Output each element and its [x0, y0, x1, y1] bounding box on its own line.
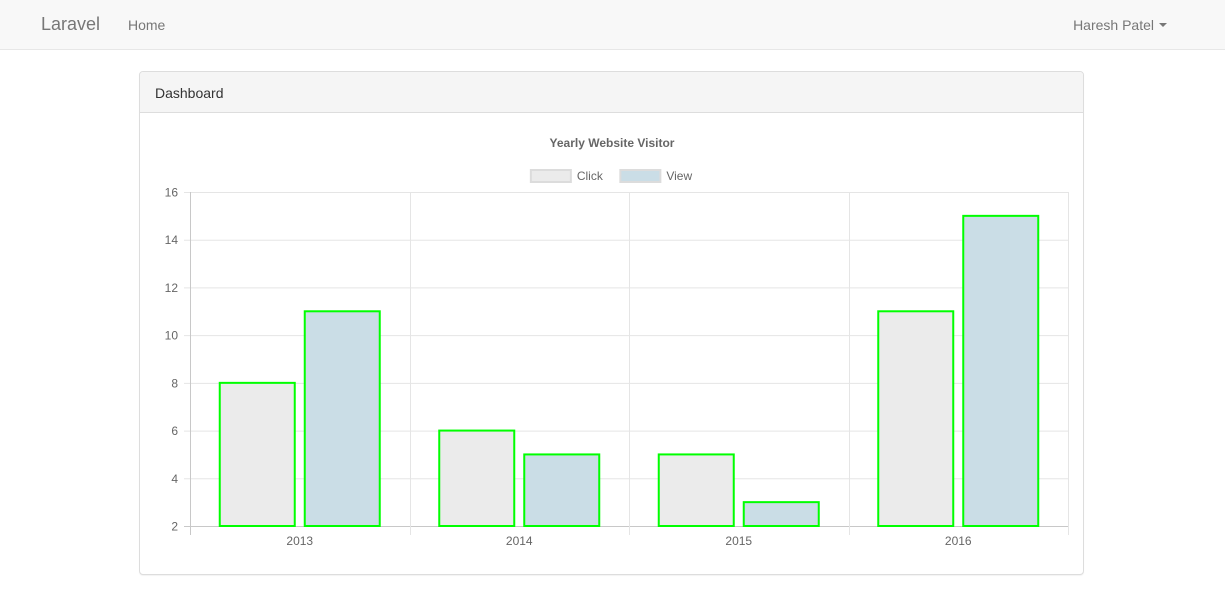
panel-body: Yearly Website Visitor Click View 2 4 6 8 10 1… [140, 113, 1083, 574]
x-tick-label: 2013 [286, 534, 313, 548]
panel-heading: Dashboard [140, 72, 1083, 113]
legend-label-view: View [666, 169, 692, 183]
bar-view-2013 [303, 310, 381, 527]
x-tick-label: 2015 [725, 534, 752, 548]
legend-swatch-click [529, 169, 572, 183]
y-tick-label: 8 [171, 376, 178, 390]
y-tick-label: 2 [171, 520, 178, 534]
chart-legend: Click View [529, 169, 692, 183]
chart-axes: 2 4 6 8 10 12 14 16 2013 2014 2015 2016 [165, 186, 972, 549]
bar-click-2013 [218, 381, 296, 527]
y-tick-label: 4 [171, 472, 178, 486]
legend-swatch-view [619, 169, 662, 183]
bar-view-2016 [962, 214, 1040, 527]
user-menu-dropdown[interactable]: Haresh Patel [1073, 17, 1167, 33]
x-tick-label: 2016 [945, 534, 972, 548]
bar-view-2014 [523, 453, 601, 527]
y-tick-label: 16 [165, 186, 179, 200]
x-tick-label: 2014 [506, 534, 533, 548]
dashboard-panel: Dashboard Yearly Website Visitor Click Vi… [139, 71, 1084, 575]
nav-home-link[interactable]: Home [128, 17, 166, 33]
y-tick-label: 14 [165, 233, 179, 247]
bar-chart: Yearly Website Visitor Click View 2 4 6 8 10 1… [165, 136, 1069, 549]
bar-click-2016 [877, 310, 955, 527]
y-tick-label: 12 [165, 281, 179, 295]
legend-label-click: Click [577, 169, 604, 183]
bar-click-2015 [657, 453, 735, 527]
y-tick-label: 10 [165, 329, 179, 343]
user-name: Haresh Patel [1073, 17, 1154, 33]
caret-down-icon [1159, 23, 1167, 27]
y-tick-label: 6 [171, 424, 178, 438]
chart-title: Yearly Website Visitor [550, 136, 675, 150]
brand-link[interactable]: Laravel [41, 14, 101, 34]
chart-bars [218, 214, 1040, 528]
bar-click-2014 [438, 429, 516, 528]
navbar: Laravel Home Haresh Patel [0, 0, 1225, 50]
bar-view-2015 [742, 501, 820, 527]
